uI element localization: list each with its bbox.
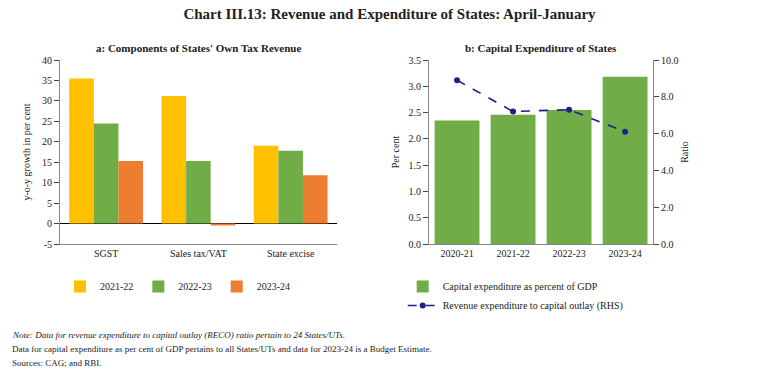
svg-text:Sales tax/VAT: Sales tax/VAT (170, 248, 227, 259)
svg-text:State excise: State excise (267, 248, 315, 259)
svg-text:Per cent: Per cent (390, 136, 401, 169)
svg-text:2.5: 2.5 (409, 107, 422, 118)
svg-text:0.0: 0.0 (409, 239, 422, 250)
svg-text:40: 40 (42, 55, 52, 66)
svg-text:b: Capital Expenditure of Stat: b: Capital Expenditure of States (465, 42, 617, 54)
svg-text:2020-21: 2020-21 (440, 248, 473, 259)
svg-text:SGST: SGST (94, 248, 118, 259)
svg-text:8.0: 8.0 (661, 91, 674, 102)
svg-text:Note: Data for revenue expendi: Note: Data for revenue expenditure to ca… (12, 330, 345, 340)
svg-text:5: 5 (47, 198, 52, 209)
svg-text:10: 10 (42, 177, 52, 188)
svg-text:Sources: CAG; and RBI.: Sources: CAG; and RBI. (12, 358, 102, 368)
svg-text:0: 0 (47, 218, 52, 229)
svg-text:y-o-y growth in per cent: y-o-y growth in per cent (21, 103, 32, 200)
svg-text:0.5: 0.5 (409, 212, 422, 223)
svg-text:2022-23: 2022-23 (178, 281, 211, 292)
svg-text:Ratio: Ratio (679, 141, 690, 163)
svg-text:4.0: 4.0 (661, 165, 674, 176)
svg-text:a: Components of States' Own T: a: Components of States' Own Tax Revenue (96, 42, 301, 54)
svg-text:2023-24: 2023-24 (257, 281, 290, 292)
svg-text:Capital expenditure as percent: Capital expenditure as percent of GDP (443, 281, 598, 292)
svg-text:2022-23: 2022-23 (552, 248, 585, 259)
svg-text:-5: -5 (44, 239, 52, 250)
svg-text:1.5: 1.5 (409, 160, 422, 171)
svg-text:10.0: 10.0 (661, 55, 679, 66)
svg-text:2021-22: 2021-22 (100, 281, 133, 292)
svg-text:6.0: 6.0 (661, 128, 674, 139)
svg-text:35: 35 (42, 75, 52, 86)
svg-text:2023-24: 2023-24 (608, 248, 641, 259)
svg-text:20: 20 (42, 136, 52, 147)
svg-text:30: 30 (42, 95, 52, 106)
svg-text:15: 15 (42, 157, 52, 168)
svg-text:3.5: 3.5 (409, 55, 422, 66)
svg-text:2.0: 2.0 (661, 202, 674, 213)
svg-text:Chart III.13: Revenue and Expe: Chart III.13: Revenue and Expenditure of… (183, 6, 596, 22)
svg-text:2021-22: 2021-22 (496, 248, 529, 259)
svg-text:0.0: 0.0 (661, 239, 674, 250)
svg-text:3.0: 3.0 (409, 81, 422, 92)
svg-text:Data for capital expenditure a: Data for capital expenditure as per cent… (12, 344, 432, 354)
svg-text:25: 25 (42, 116, 52, 127)
svg-text:Revenue expenditure to capital: Revenue expenditure to capital outlay (R… (443, 300, 623, 312)
svg-text:1.0: 1.0 (409, 186, 422, 197)
svg-text:2.0: 2.0 (409, 133, 422, 144)
